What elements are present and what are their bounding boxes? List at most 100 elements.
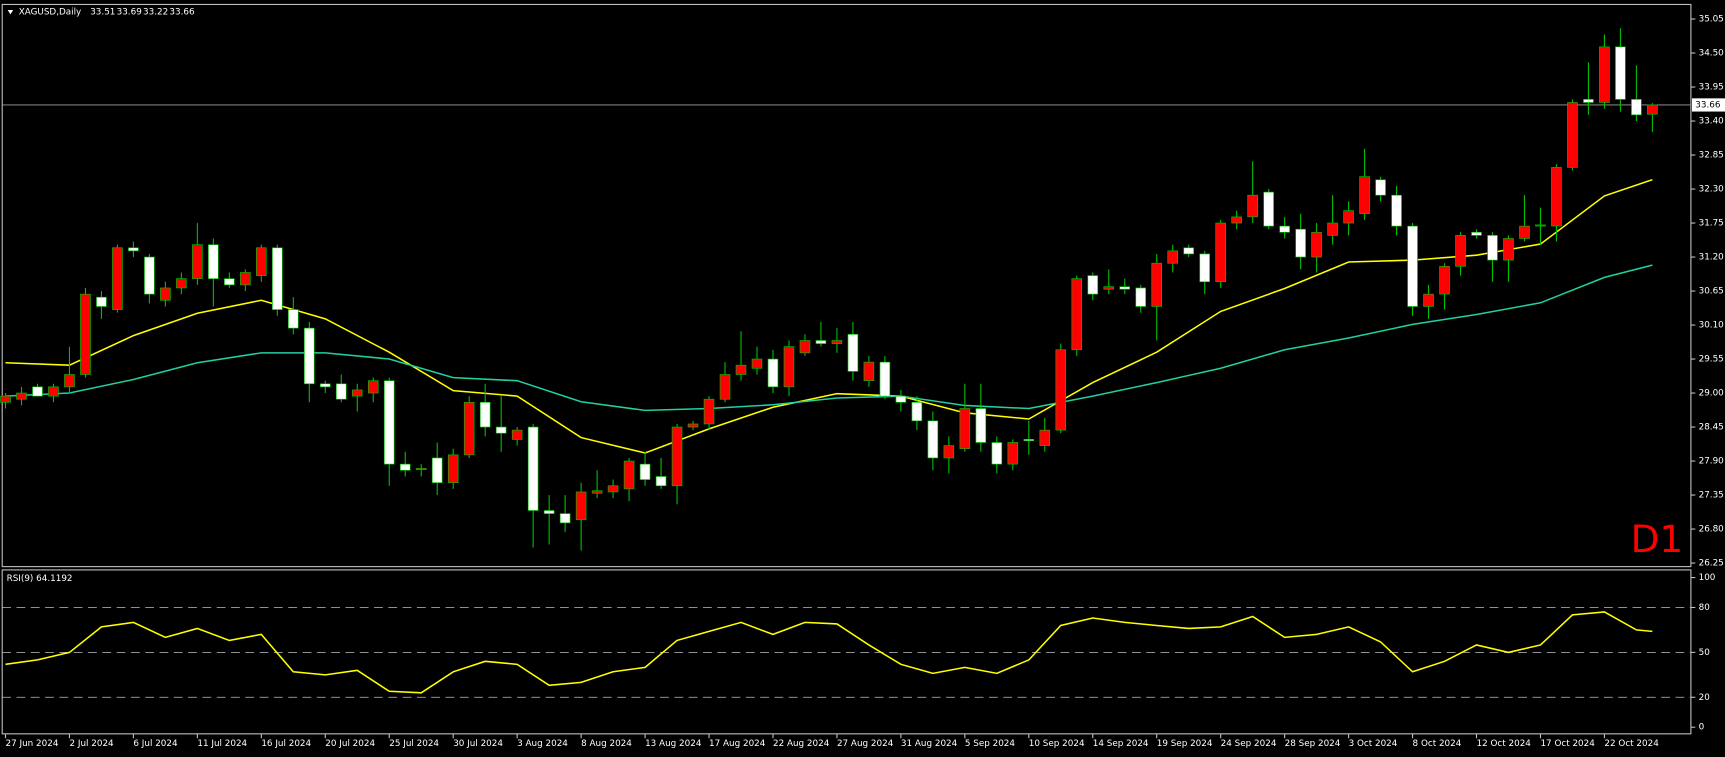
y-tick-label: 31.75 [1699, 219, 1724, 229]
candle-body [591, 490, 603, 494]
candle-body [1183, 247, 1194, 255]
candle-body [687, 423, 699, 428]
x-tick-label: 28 Sep 2024 [1285, 739, 1341, 749]
candle-body [1055, 349, 1067, 431]
candle-body [1519, 225, 1530, 239]
candle-body [80, 293, 91, 375]
candle-body [1119, 286, 1131, 290]
candle-body [943, 445, 955, 459]
candle-body [1631, 99, 1642, 116]
rsi-title: RSI(9) 64.1192 [7, 574, 73, 584]
x-tick-label: 12 Oct 2024 [1477, 739, 1532, 749]
candle-body [1583, 99, 1594, 103]
x-tick-label: 2 Jul 2024 [69, 739, 114, 749]
x-tick-label: 22 Aug 2024 [773, 739, 830, 749]
candle-body [1359, 176, 1370, 215]
candle-body [1391, 194, 1402, 227]
candle-body [1327, 222, 1338, 236]
candle-body [671, 426, 683, 487]
candle-body [783, 346, 795, 388]
x-tick-label: 5 Sep 2024 [965, 739, 1016, 749]
candle-body [1199, 253, 1210, 283]
candle-body [1439, 265, 1450, 295]
y-tick-label: 27.35 [1699, 491, 1724, 501]
candle-body [176, 278, 187, 289]
x-tick-label: 3 Oct 2024 [1349, 739, 1398, 749]
x-tick-label: 8 Aug 2024 [581, 739, 632, 749]
x-tick-label: 11 Jul 2024 [197, 739, 247, 749]
candle-body [32, 386, 43, 397]
candle-body [335, 383, 347, 400]
candle-body [288, 309, 299, 329]
x-tick-label: 22 Oct 2024 [1604, 739, 1659, 749]
candle-body [1455, 235, 1466, 267]
candle-body [559, 513, 571, 524]
candle-body [1135, 287, 1147, 307]
candle-body [447, 454, 459, 484]
candle-body [192, 244, 203, 280]
candle-body [415, 468, 427, 471]
candle-body [1647, 104, 1658, 115]
candle-body [431, 457, 443, 484]
y-tick-label: 26.25 [1699, 559, 1724, 569]
candle-body [767, 358, 779, 388]
ohlc-value: 33.66 [169, 8, 195, 18]
candle-body [1311, 231, 1322, 258]
candle-body [1279, 225, 1290, 233]
candle-body [751, 358, 763, 369]
candle-body [1551, 167, 1562, 227]
candle-body [1535, 224, 1546, 227]
candle-body [240, 272, 251, 286]
ohlc-value: 33.51 [90, 8, 115, 18]
moving-average [5, 264, 1653, 412]
candle-body [1263, 191, 1274, 227]
candle-body [0, 395, 11, 403]
y-tick-label: 80 [1699, 603, 1711, 613]
candle-body [575, 491, 587, 521]
candle-body [511, 429, 523, 440]
candle-body [1023, 439, 1035, 441]
candle-body [735, 364, 747, 375]
candle-body [1087, 275, 1099, 295]
candle-body [1295, 228, 1306, 258]
candle-body [527, 426, 539, 511]
y-tick-label: 30.10 [1699, 321, 1725, 331]
candle-body [1151, 262, 1163, 307]
x-tick-label: 13 Aug 2024 [645, 739, 702, 749]
price-box [1691, 98, 1725, 112]
candle-body [1167, 250, 1178, 264]
candle-body [703, 398, 715, 425]
candle-body [911, 401, 923, 422]
y-tick-label: 31.20 [1699, 253, 1725, 263]
y-tick-label: 32.30 [1699, 185, 1725, 195]
y-tick-label: 20 [1699, 693, 1711, 703]
candle-body [1247, 194, 1258, 218]
ohlc-value: 33.69 [117, 8, 142, 18]
x-tick-label: 6 Jul 2024 [133, 739, 178, 749]
candle-body [1487, 235, 1498, 261]
candle-body [224, 278, 235, 286]
x-tick-label: 3 Aug 2024 [517, 739, 568, 749]
candle-body [399, 463, 411, 471]
candle-body [543, 510, 555, 514]
candle-body [479, 401, 491, 428]
candle-body [1407, 225, 1418, 307]
candle-body [655, 476, 667, 487]
candle-body [367, 380, 379, 394]
candle-body [160, 287, 171, 301]
candle-body [959, 408, 971, 450]
y-tick-label: 29.00 [1699, 389, 1725, 399]
candle-body [1471, 231, 1482, 236]
candle-body [1039, 429, 1051, 446]
rsi-line [5, 611, 1653, 694]
candle-body [831, 340, 843, 344]
candle-body [847, 333, 859, 372]
x-tick-label: 17 Oct 2024 [1540, 739, 1595, 749]
candle-body [1599, 46, 1610, 103]
y-tick-label: 50 [1699, 648, 1711, 658]
candle-body [607, 485, 619, 493]
candle-body [112, 247, 123, 310]
candle-body [128, 247, 139, 252]
candle-body [1215, 222, 1226, 283]
x-tick-label: 20 Jul 2024 [325, 739, 375, 749]
